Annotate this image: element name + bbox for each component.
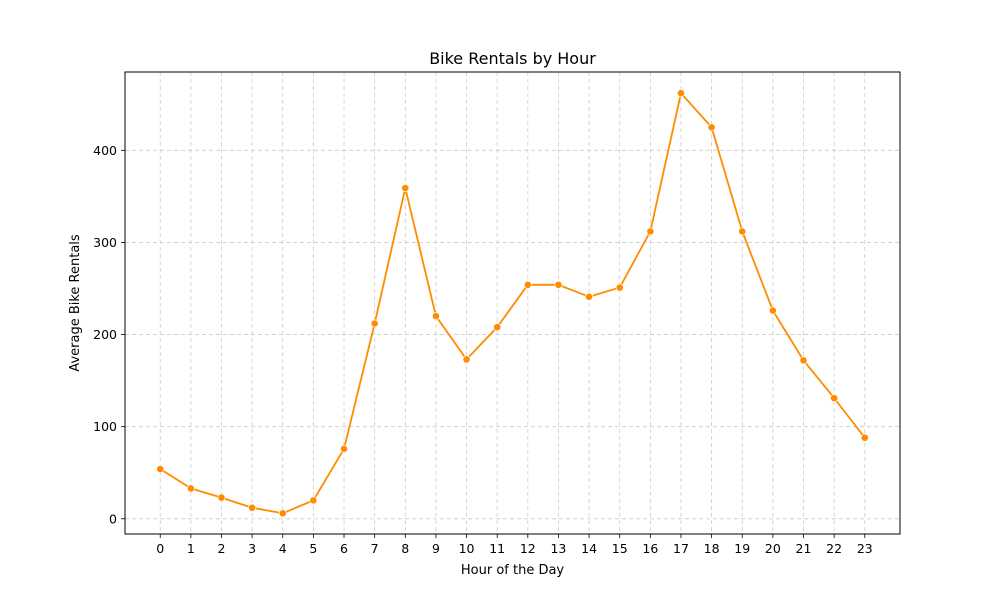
x-tick-label: 10 [459,541,475,556]
data-point [677,89,685,98]
x-tick-label: 18 [704,541,720,556]
data-point [186,484,195,493]
x-axis-label: Hour of the Day [461,563,565,578]
y-tick-label: 400 [93,143,117,158]
data-point [799,356,808,365]
data-point [830,394,839,403]
data-point [156,465,165,473]
data-point [768,306,777,315]
x-tick-label: 9 [432,541,440,556]
x-tick-label: 14 [581,541,597,556]
data-point [646,227,655,236]
x-tick-label: 16 [642,541,658,556]
data-point [554,280,563,289]
data-point [248,503,257,512]
x-tick-label: 23 [857,541,873,556]
data-point [585,292,593,301]
x-tick-label: 20 [765,541,781,556]
x-tick-label: 15 [612,541,628,556]
data-point [278,509,287,518]
x-tick-label: 11 [489,541,505,556]
y-tick-label: 100 [93,419,117,434]
x-tick-label: 7 [371,541,379,556]
data-point [401,184,410,192]
chart-title: Bike Rentals by Hour [429,49,596,68]
data-point [523,280,532,289]
data-point [462,355,471,364]
data-point [432,312,440,321]
y-tick-label: 300 [93,235,117,250]
x-tick-label: 4 [279,541,287,556]
y-tick-label: 200 [93,327,117,342]
y-axis-ticks: 0 100 200 300 400 [93,143,125,526]
series-0 [156,89,869,518]
plot-frame [124,71,901,535]
x-tick-label: 1 [187,541,195,556]
x-tick-label: 13 [550,541,566,556]
x-tick-label: 21 [796,541,812,556]
grid [125,72,900,534]
data-point [309,496,318,505]
data-point [860,433,869,442]
y-tick-label: 0 [109,511,117,526]
x-tick-label: 5 [309,541,317,556]
x-tick-label: 3 [248,541,256,556]
data-point [340,444,348,453]
data-point [370,319,379,328]
x-tick-label: 22 [826,541,842,556]
x-axis-ticks: 0 1 2 3 4 5 6 7 8 9 10 11 12 13 14 15 16 17 18 19 20 21 22 23 [156,534,873,556]
data-point [217,493,226,502]
x-tick-label: 0 [156,541,164,556]
x-tick-label: 12 [520,541,536,556]
data-point [707,123,716,132]
data-point [493,323,502,332]
x-tick-label: 17 [673,541,689,556]
series-line [159,92,866,515]
data-point [615,283,624,292]
y-axis-label: Average Bike Rentals [68,234,83,372]
x-tick-label: 6 [340,541,348,556]
data-point [738,227,747,236]
x-tick-label: 19 [734,541,750,556]
x-tick-label: 2 [218,541,226,556]
x-tick-label: 8 [401,541,409,556]
